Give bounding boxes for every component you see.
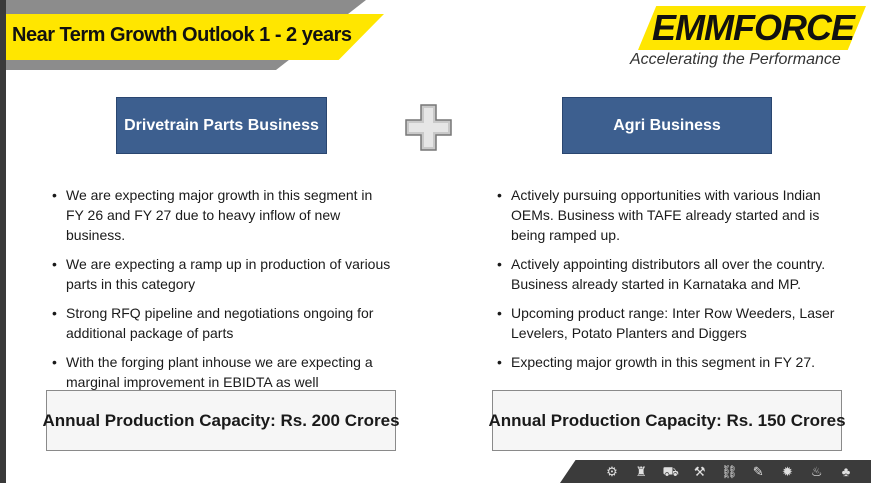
piston-icon: ♜: [635, 463, 648, 479]
wrench-icon: ✎: [752, 463, 764, 479]
agri-capacity-box: Annual Production Capacity: Rs. 150 Cror…: [488, 390, 846, 451]
footer-band: [560, 460, 871, 483]
gear-icon: ⚙: [606, 463, 618, 479]
left-edge-rule: [0, 0, 6, 483]
logo-background: [638, 6, 866, 50]
plant-icon: ♣: [841, 463, 851, 479]
drivetrain-heading-box: Drivetrain Parts Business: [116, 97, 327, 154]
agri-bullet-list: Actively pursuing opportunities with var…: [497, 185, 837, 381]
list-item: Actively appointing distributors all ove…: [497, 254, 837, 294]
drivetrain-heading: Drivetrain Parts Business: [124, 116, 319, 134]
tool-icon: ⚒: [693, 463, 706, 479]
drivetrain-capacity-box: Annual Production Capacity: Rs. 200 Cror…: [42, 390, 400, 451]
agri-capacity: Annual Production Capacity: Rs. 150 Cror…: [488, 410, 846, 430]
list-item: We are expecting major growth in this se…: [52, 185, 392, 245]
agri-heading-box: Agri Business: [562, 97, 772, 154]
footer-icon-strip: ⚙ ♜ ⛟ ⚒ ⛓ ✎ ✹ ♨ ♣: [604, 460, 854, 483]
plus-icon: [405, 104, 452, 151]
list-item: Expecting major growth in this segment i…: [497, 352, 837, 372]
drivetrain-bullet-list: We are expecting major growth in this se…: [52, 185, 392, 401]
list-item: Strong RFQ pipeline and negotiations ong…: [52, 303, 392, 343]
chain-icon: ⛓: [721, 463, 738, 479]
drivetrain-capacity: Annual Production Capacity: Rs. 200 Cror…: [42, 410, 400, 430]
list-item: Actively pursuing opportunities with var…: [497, 185, 837, 245]
cog-icon: ✹: [782, 463, 793, 479]
list-item: Upcoming product range: Inter Row Weeder…: [497, 303, 837, 343]
brand-tagline: Accelerating the Performance: [630, 51, 841, 68]
brand-logo: EMMFORCE: [652, 7, 855, 48]
agri-heading: Agri Business: [613, 116, 721, 134]
list-item: With the forging plant inhouse we are ex…: [52, 352, 392, 392]
list-item: We are expecting a ramp up in production…: [52, 254, 392, 294]
engine-icon: ♨: [810, 463, 823, 479]
page-title: Near Term Growth Outlook 1 - 2 years: [12, 24, 352, 46]
tractor-icon: ⛟: [662, 463, 679, 479]
title-banner: [6, 14, 384, 60]
